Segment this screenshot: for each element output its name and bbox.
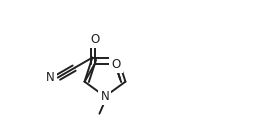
Text: O: O: [111, 58, 121, 71]
Text: N: N: [101, 90, 109, 103]
Text: N: N: [46, 71, 55, 84]
Text: O: O: [90, 33, 99, 46]
